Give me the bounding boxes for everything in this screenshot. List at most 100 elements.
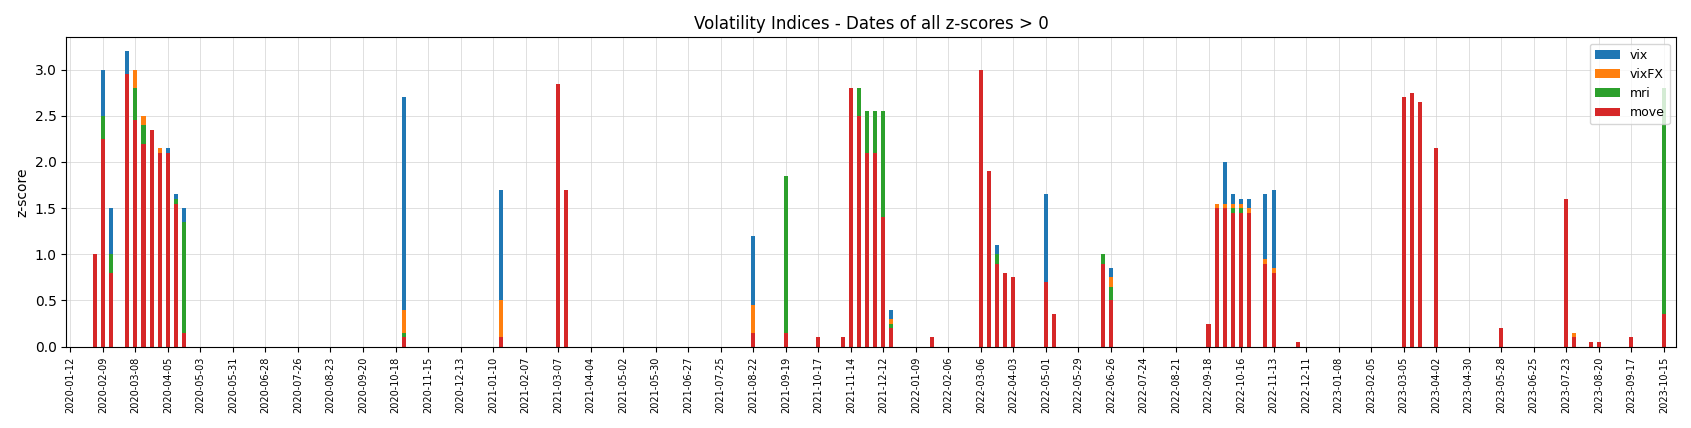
Bar	[1500, 328, 1503, 347]
Bar	[1011, 300, 1015, 347]
Title: Volatility Indices - Dates of all z-scores > 0: Volatility Indices - Dates of all z-scor…	[693, 15, 1048, 33]
Bar	[1109, 277, 1113, 347]
Bar	[1628, 337, 1634, 347]
Bar	[402, 337, 406, 347]
Bar	[1052, 314, 1057, 347]
Bar	[101, 139, 105, 347]
Bar	[817, 337, 820, 347]
Bar	[1573, 337, 1576, 347]
Bar	[565, 310, 568, 347]
Bar	[1588, 342, 1593, 347]
Bar	[1573, 337, 1576, 347]
Bar	[1500, 328, 1503, 347]
Bar	[1588, 342, 1593, 347]
Bar	[840, 337, 846, 347]
Bar	[1101, 268, 1104, 347]
Bar	[1214, 204, 1219, 347]
Bar	[1417, 102, 1422, 347]
Bar	[817, 337, 820, 347]
Bar	[1500, 328, 1503, 347]
Bar	[1052, 314, 1057, 347]
Bar	[499, 337, 504, 347]
Bar	[134, 88, 137, 347]
Bar	[1402, 342, 1405, 347]
Bar	[1240, 199, 1243, 347]
Bar	[1588, 342, 1593, 347]
Bar	[166, 153, 169, 347]
Bar	[1109, 300, 1113, 347]
Bar	[101, 300, 105, 347]
Bar	[125, 171, 129, 347]
Bar	[402, 333, 406, 347]
Bar	[1628, 337, 1634, 347]
Bar	[108, 254, 113, 347]
Bar	[930, 337, 933, 347]
Bar	[751, 333, 756, 347]
Bar	[1410, 93, 1414, 347]
Bar	[817, 337, 820, 347]
Bar	[849, 116, 852, 347]
Y-axis label: z-score: z-score	[15, 167, 29, 217]
Bar	[402, 97, 406, 347]
Bar	[93, 337, 96, 347]
Bar	[1402, 97, 1405, 347]
Bar	[157, 153, 162, 347]
Bar	[1662, 319, 1666, 347]
Bar	[1434, 337, 1439, 347]
Bar	[1101, 264, 1104, 347]
Bar	[1263, 264, 1268, 347]
Bar	[1109, 287, 1113, 347]
Bar	[873, 213, 878, 347]
Bar	[157, 153, 162, 347]
Bar	[1223, 208, 1228, 347]
Bar	[101, 116, 105, 347]
Bar	[881, 111, 886, 347]
Bar	[1043, 194, 1048, 347]
Bar	[1410, 143, 1414, 347]
Bar	[889, 328, 893, 347]
Bar	[751, 236, 756, 347]
Bar	[183, 222, 186, 347]
Bar	[1410, 337, 1414, 347]
Bar	[149, 130, 154, 347]
Bar	[174, 245, 178, 347]
Bar	[93, 254, 96, 347]
Bar	[174, 199, 178, 347]
Bar	[134, 120, 137, 347]
Bar	[783, 333, 788, 347]
Bar	[930, 337, 933, 347]
Bar	[1263, 264, 1268, 347]
Bar	[1596, 342, 1601, 347]
Bar	[93, 254, 96, 347]
Bar	[1434, 148, 1439, 347]
Bar	[1052, 314, 1057, 347]
Bar	[889, 324, 893, 347]
Bar	[866, 111, 869, 347]
Bar	[1662, 314, 1666, 347]
Bar	[1295, 342, 1300, 347]
Bar	[1206, 324, 1211, 347]
Bar	[1206, 324, 1211, 347]
Bar	[1240, 204, 1243, 347]
Bar	[93, 273, 96, 347]
Bar	[556, 222, 560, 347]
Bar	[166, 217, 169, 347]
Bar	[849, 88, 852, 347]
Bar	[840, 337, 846, 347]
Bar	[402, 310, 406, 347]
Bar	[857, 93, 861, 347]
Bar	[1248, 199, 1251, 347]
Bar	[1402, 148, 1405, 347]
Bar	[849, 102, 852, 347]
Bar	[857, 88, 861, 347]
Bar	[556, 222, 560, 347]
Bar	[499, 300, 504, 347]
Bar	[1214, 204, 1219, 347]
Bar	[1231, 208, 1234, 347]
Bar	[1011, 282, 1015, 347]
Bar	[1417, 337, 1422, 347]
Bar	[1263, 259, 1268, 347]
Bar	[108, 208, 113, 347]
Bar	[1402, 143, 1405, 347]
Bar	[1272, 268, 1275, 347]
